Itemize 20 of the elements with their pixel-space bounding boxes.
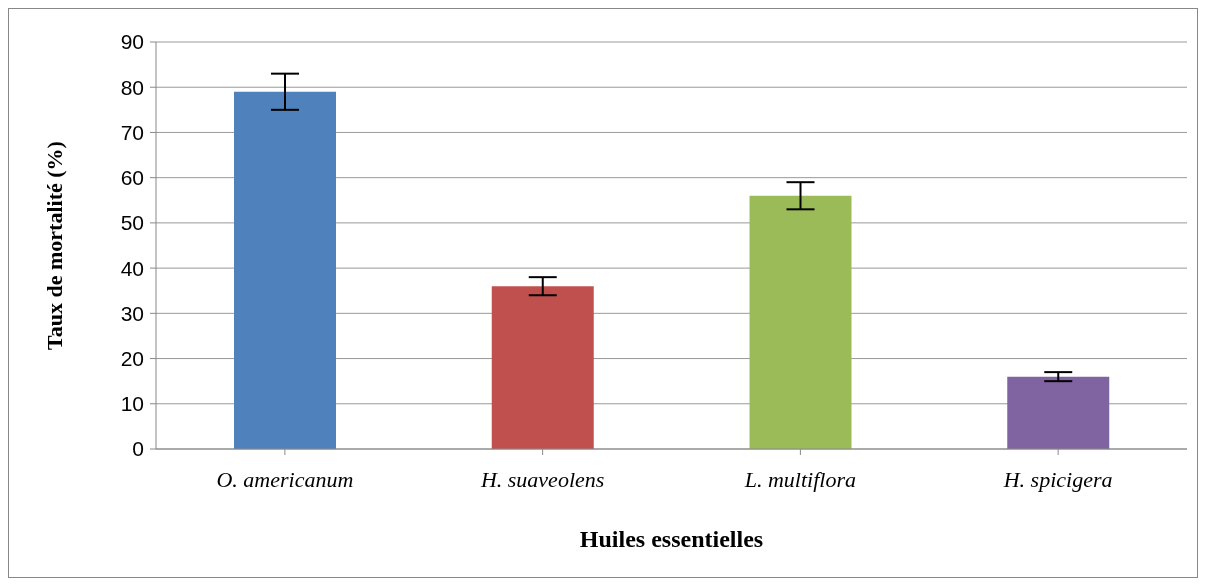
- x-tick-label: H. spicigera: [1002, 467, 1113, 492]
- y-tick-label: 10: [120, 392, 144, 416]
- y-tick-label: 20: [120, 347, 144, 371]
- x-tick-label: L. multiflora: [743, 467, 856, 492]
- y-tick-label: 30: [120, 301, 144, 325]
- x-axis-title: Huiles essentielles: [579, 526, 764, 552]
- bar: [234, 91, 336, 449]
- bar: [749, 195, 852, 449]
- y-tick-label: 40: [120, 256, 144, 280]
- bar: [491, 286, 594, 449]
- y-tick-label: 0: [132, 437, 144, 461]
- y-axis-title: Taux de mortalité (%): [41, 141, 67, 350]
- bar: [1007, 376, 1110, 449]
- y-tick-label: 80: [120, 75, 144, 99]
- y-tick-label: 90: [120, 30, 144, 54]
- x-tick-label: H. suaveolens: [479, 467, 605, 492]
- y-tick-label: 50: [120, 211, 144, 235]
- y-tick-label: 70: [120, 120, 144, 144]
- y-tick-label: 60: [120, 166, 144, 190]
- x-tick-label: O. americanum: [216, 467, 354, 492]
